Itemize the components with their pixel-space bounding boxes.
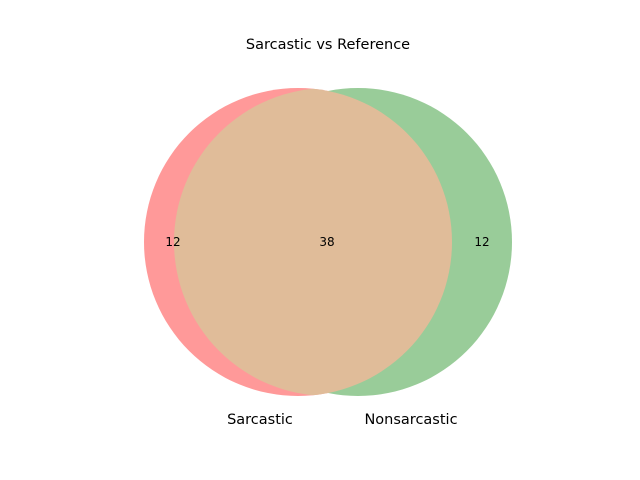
set-label-nonsarcastic: Nonsarcastic [364, 412, 457, 428]
count-sarcastic-only: 12 [165, 235, 180, 249]
intersection-region [174, 88, 452, 396]
diagram-title: Sarcastic vs Reference [246, 37, 410, 53]
set-label-sarcastic: Sarcastic [227, 412, 293, 428]
count-intersection: 38 [319, 235, 334, 249]
count-nonsarcastic-only: 12 [474, 235, 489, 249]
